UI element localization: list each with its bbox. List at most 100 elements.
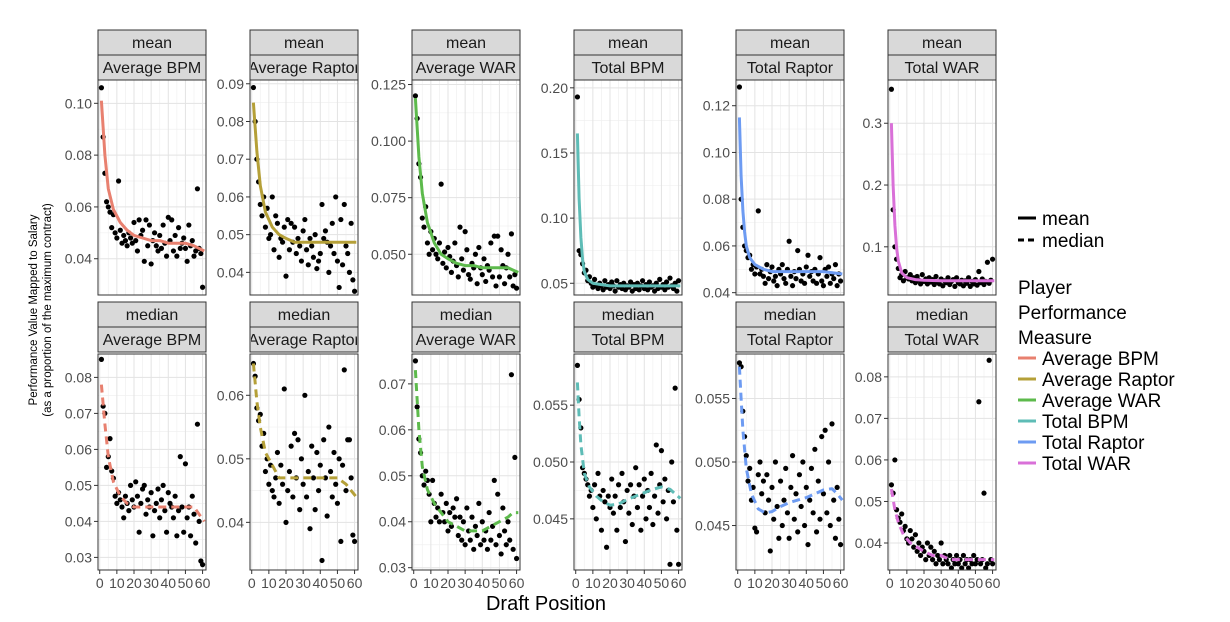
data-point xyxy=(923,557,929,563)
y-tick-label: 0.05 xyxy=(65,477,92,493)
data-point xyxy=(609,476,615,482)
data-point xyxy=(476,500,482,506)
data-point xyxy=(507,274,513,280)
data-point xyxy=(643,516,649,522)
data-point xyxy=(281,386,287,392)
panel-border xyxy=(97,353,207,571)
strip-stat-label: median xyxy=(440,307,492,324)
facet-panel-median-total-bpm: median Total BPM 0.045 0.050 0.055 0 10 20 30 40 5… xyxy=(533,301,687,591)
strip-measure-label: Total BPM xyxy=(592,332,665,349)
plot-background xyxy=(250,80,358,295)
data-point xyxy=(262,468,269,475)
data-point xyxy=(424,240,431,246)
data-point xyxy=(448,523,455,529)
x-tick-label: 50 xyxy=(654,575,670,591)
x-tick-label: 50 xyxy=(492,575,508,591)
y-tick-label: 0.08 xyxy=(217,113,244,129)
data-point xyxy=(303,247,310,253)
data-point xyxy=(143,217,149,223)
strip-measure-label: Average Raptor xyxy=(248,332,360,349)
data-point xyxy=(653,442,659,448)
x-tick-label: 30 xyxy=(143,575,159,591)
data-point xyxy=(121,515,127,521)
data-point xyxy=(586,493,593,499)
data-point xyxy=(940,561,946,567)
data-point xyxy=(198,250,204,257)
legend-label-median: median xyxy=(1042,231,1104,252)
data-point xyxy=(641,476,647,482)
x-tick-label: 50 xyxy=(330,575,346,591)
data-point xyxy=(300,228,306,234)
data-point xyxy=(321,235,327,242)
data-point xyxy=(433,514,439,520)
strip-measure-box xyxy=(573,54,683,81)
data-point xyxy=(786,535,792,541)
data-point xyxy=(133,238,139,244)
data-point xyxy=(498,247,504,253)
data-point xyxy=(288,220,294,226)
strip-measure-label: Total WAR xyxy=(905,60,980,77)
x-tick-label: 10 xyxy=(423,575,439,591)
x-tick-label: 40 xyxy=(160,575,176,591)
data-point xyxy=(900,278,907,284)
data-point xyxy=(127,482,134,488)
data-point xyxy=(474,532,480,539)
panel-border xyxy=(249,79,359,296)
data-point xyxy=(329,220,335,226)
data-point xyxy=(513,555,520,562)
data-point xyxy=(285,216,291,223)
data-point xyxy=(793,491,799,497)
data-point xyxy=(177,245,183,251)
data-point xyxy=(465,272,472,278)
trend-line xyxy=(889,488,995,562)
data-point xyxy=(574,362,581,368)
y-tick-label: 0.10 xyxy=(703,144,730,160)
data-point xyxy=(319,557,325,564)
data-point xyxy=(805,252,811,258)
data-point xyxy=(633,465,639,471)
data-point xyxy=(326,424,332,430)
y-tick-label: 0.05 xyxy=(541,275,568,291)
data-point xyxy=(453,496,460,502)
data-point xyxy=(314,449,320,456)
y-tick-label: 0.08 xyxy=(855,369,882,385)
plot-background xyxy=(412,354,520,570)
panel-border xyxy=(573,79,683,296)
data-point xyxy=(105,204,111,210)
data-point xyxy=(772,273,779,279)
trend-line xyxy=(251,102,357,244)
facet-panel-mean-total-bpm: mean Total BPM 0.05 0.10 0.15 0.20 xyxy=(541,29,683,296)
data-point xyxy=(266,481,272,487)
data-point xyxy=(138,500,144,506)
trend-line xyxy=(737,366,844,515)
plot-background xyxy=(574,80,682,295)
data-point xyxy=(977,561,984,567)
y-tick-label: 0.07 xyxy=(65,405,92,421)
data-point xyxy=(297,243,303,249)
data-point xyxy=(283,273,289,279)
data-point xyxy=(462,542,468,548)
data-point xyxy=(793,276,799,282)
x-tick-label: 0 xyxy=(886,575,894,591)
data-point xyxy=(752,271,758,277)
data-point xyxy=(953,552,960,559)
data-point xyxy=(764,262,770,268)
data-point xyxy=(351,538,358,545)
data-point xyxy=(912,532,919,538)
data-point xyxy=(271,247,277,253)
data-point xyxy=(291,224,298,230)
data-point xyxy=(129,497,135,503)
data-point xyxy=(615,482,622,488)
data-point xyxy=(812,446,818,452)
data-point xyxy=(467,537,473,543)
data-point xyxy=(157,232,163,239)
strip-measure-box xyxy=(249,54,359,81)
plot-background xyxy=(250,354,358,570)
data-point xyxy=(443,265,449,271)
data-point xyxy=(837,278,844,284)
data-point xyxy=(172,232,178,239)
panel-border xyxy=(573,353,683,571)
facet-panel-mean-total-war: mean Total WAR 0.1 0.2 0.3 xyxy=(863,29,997,296)
plot-background xyxy=(412,80,520,295)
